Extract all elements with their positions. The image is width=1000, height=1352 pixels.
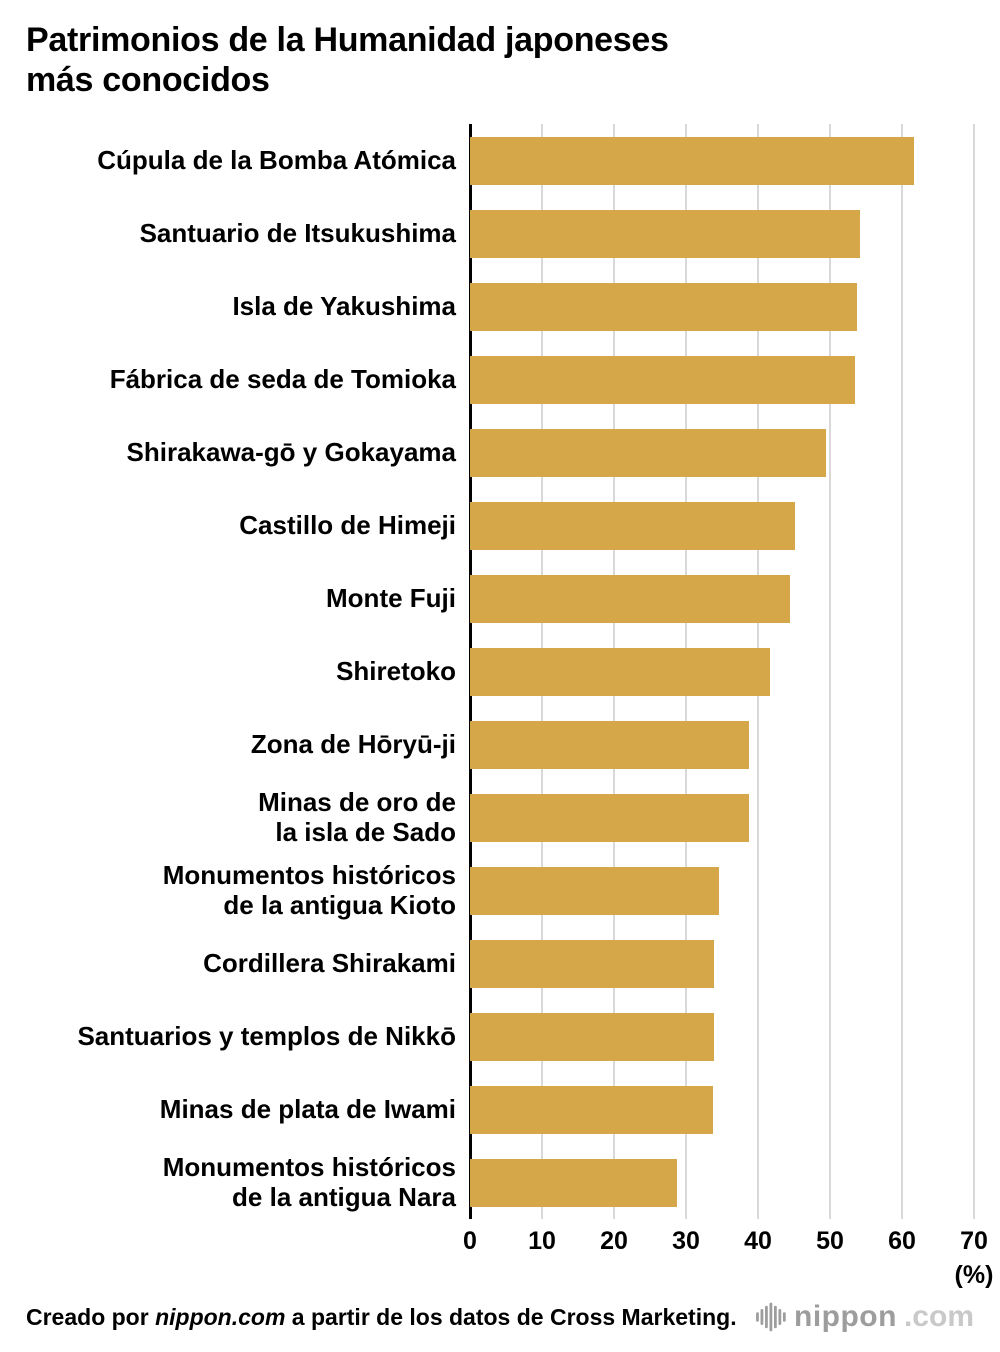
bar-label: Monumentos históricos de la antigua Nara	[162, 1151, 456, 1212]
x-axis-ticks: 0 10 20 30 40 50 60 70	[463, 1219, 988, 1257]
bar-track	[470, 635, 974, 708]
bar-label: Minas de plata de Iwami	[159, 1093, 456, 1124]
bar-track	[470, 1146, 974, 1219]
bar-track	[470, 854, 974, 927]
bar-label: Shiretoko	[336, 655, 456, 686]
chart-area: Cúpula de la Bomba Atómica Santuario de I…	[26, 124, 975, 1220]
bar-row: Shiretoko	[26, 635, 974, 708]
bar-track	[470, 343, 974, 416]
bar-label: Isla de Yakushima	[232, 290, 456, 321]
logo-suffix: .com	[903, 1300, 974, 1333]
bar-track	[470, 927, 974, 1000]
bar	[470, 720, 749, 769]
bar	[470, 282, 857, 331]
bar-label: Monumentos históricos de la antigua Kiot…	[162, 859, 456, 920]
bar-track	[470, 416, 974, 489]
footer: Creado por nippon.com a partir de los da…	[26, 1300, 974, 1334]
bar-track	[470, 489, 974, 562]
bar	[470, 355, 856, 404]
x-axis-unit-row: (%)	[470, 1257, 994, 1293]
x-tick-label: 70	[960, 1227, 988, 1256]
x-tick-label: 40	[744, 1227, 772, 1256]
bar-label: Minas de oro de la isla de Sado	[258, 786, 456, 847]
soundwave-icon	[756, 1302, 786, 1332]
credit-brand: nippon.com	[155, 1303, 286, 1330]
bar-track	[470, 781, 974, 854]
bar-track	[470, 562, 974, 635]
bar-row: Cordillera Shirakami	[26, 927, 974, 1000]
credit-prefix: Creado por	[26, 1303, 156, 1330]
x-tick-label: 50	[816, 1227, 844, 1256]
bar	[470, 1158, 678, 1207]
gridline	[973, 124, 975, 1220]
bar-label: Santuarios y templos de Nikkō	[77, 1020, 456, 1051]
bar-row: Monumentos históricos de la antigua Kiot…	[26, 854, 974, 927]
bar-row: Isla de Yakushima	[26, 270, 974, 343]
bar-track	[470, 1000, 974, 1073]
bar	[470, 428, 826, 477]
bar-track	[470, 708, 974, 781]
bar	[470, 1012, 715, 1061]
nippon-logo: nippon .com	[755, 1300, 974, 1334]
x-tick-label: 30	[672, 1227, 700, 1256]
logo-text: nippon	[794, 1300, 897, 1333]
x-axis-unit-label: (%)	[954, 1261, 994, 1290]
bar-track	[470, 270, 974, 343]
bar	[470, 136, 915, 185]
bar	[470, 1085, 714, 1134]
bar-label: Shirakawa-gō y Gokayama	[126, 436, 456, 467]
bar	[470, 647, 770, 696]
bar-row: Monumentos históricos de la antigua Nara	[26, 1146, 974, 1219]
bar-row: Zona de Hōryū-ji	[26, 708, 974, 781]
bar	[470, 209, 860, 258]
x-tick-label: 20	[600, 1227, 628, 1256]
footer-credit: Creado por nippon.com a partir de los da…	[26, 1304, 737, 1331]
gridline	[829, 124, 831, 1220]
credit-suffix: a partir de los datos de Cross Marketing…	[285, 1303, 737, 1330]
bar-label: Castillo de Himeji	[239, 509, 456, 540]
bar-track	[470, 1073, 974, 1146]
bar	[470, 866, 720, 915]
bar-label: Santuario de Itsukushima	[139, 217, 456, 248]
bar-chart: Cúpula de la Bomba Atómica Santuario de I…	[26, 124, 994, 1293]
x-tick-label: 10	[528, 1227, 556, 1256]
bar-track	[470, 197, 974, 270]
bar	[470, 939, 715, 988]
gridline	[901, 124, 903, 1220]
bar-row: Cúpula de la Bomba Atómica	[26, 124, 974, 197]
bar-row: Santuarios y templos de Nikkō	[26, 1000, 974, 1073]
bar-row: Fábrica de seda de Tomioka	[26, 343, 974, 416]
chart-rows: Cúpula de la Bomba Atómica Santuario de I…	[26, 124, 974, 1219]
bar-row: Shirakawa-gō y Gokayama	[26, 416, 974, 489]
bar	[470, 501, 795, 550]
bar-row: Monte Fuji	[26, 562, 974, 635]
bar-row: Minas de plata de Iwami	[26, 1073, 974, 1146]
bar-label: Cordillera Shirakami	[203, 947, 456, 978]
bar-label: Zona de Hōryū-ji	[250, 728, 456, 759]
bar	[470, 574, 790, 623]
x-tick-label: 0	[463, 1227, 477, 1256]
bar-row: Castillo de Himeji	[26, 489, 974, 562]
bar-row: Minas de oro de la isla de Sado	[26, 781, 974, 854]
bar-row: Santuario de Itsukushima	[26, 197, 974, 270]
bar-label: Cúpula de la Bomba Atómica	[97, 144, 456, 175]
bar-label: Monte Fuji	[326, 582, 456, 613]
bar-label: Fábrica de seda de Tomioka	[109, 363, 456, 394]
page-title: Patrimonios de la Humanidad japoneses má…	[26, 21, 669, 100]
x-tick-label: 60	[888, 1227, 916, 1256]
bar	[470, 793, 749, 842]
bar-track	[470, 124, 974, 197]
